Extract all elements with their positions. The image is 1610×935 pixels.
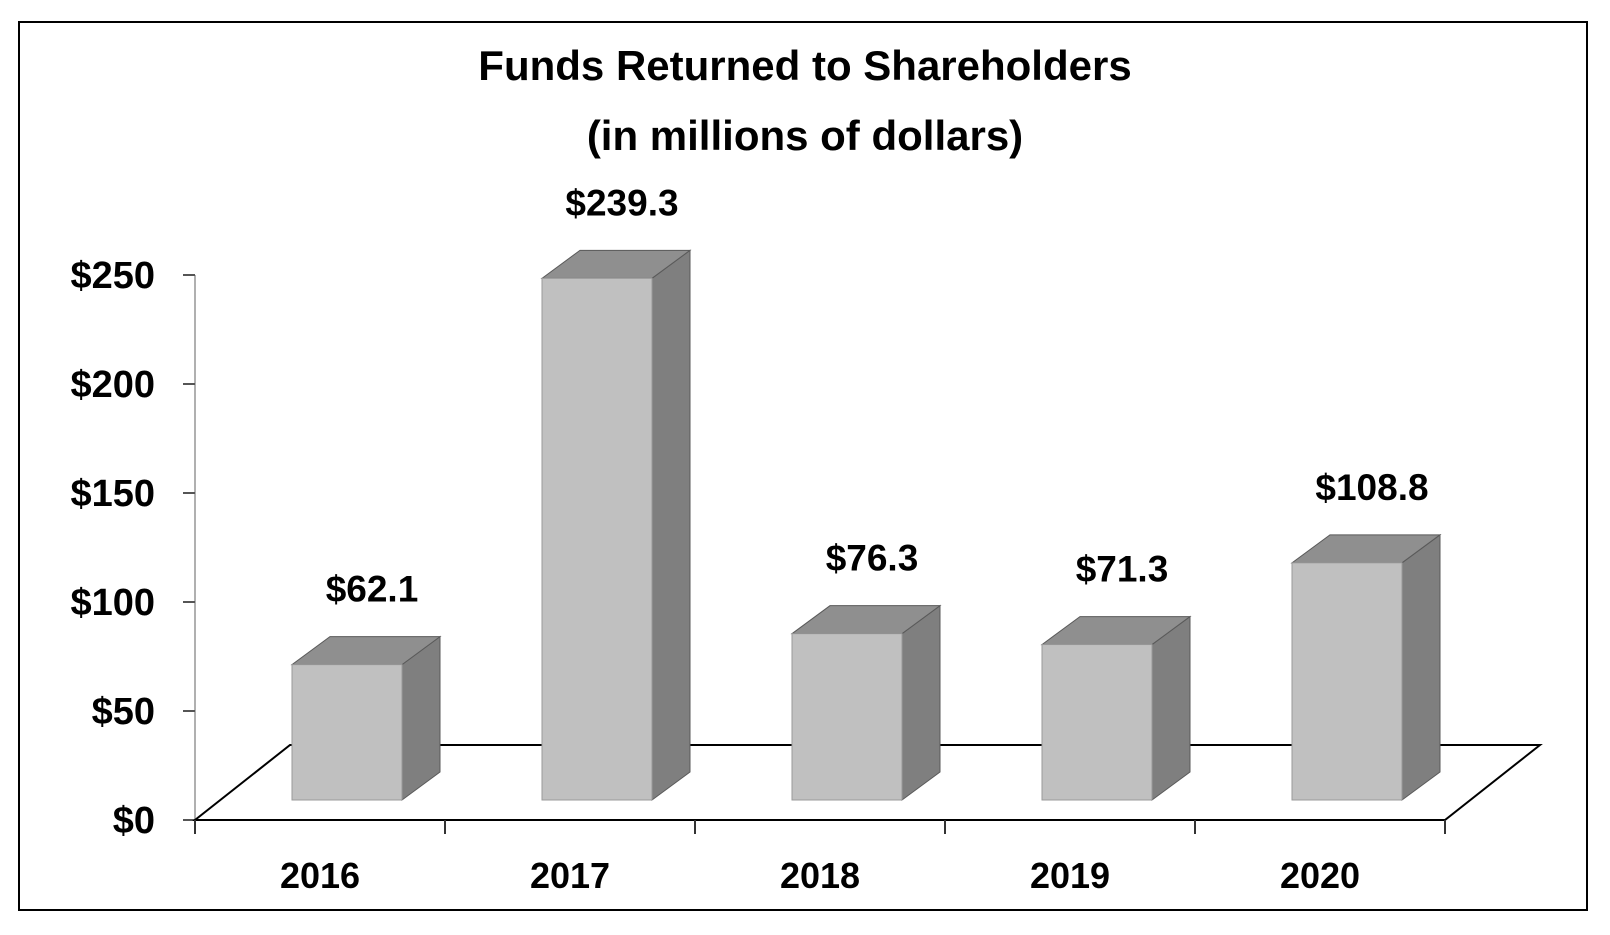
- bar-side-face: [401, 635, 441, 801]
- y-tick-label: $0: [113, 800, 155, 842]
- y-tick-label: $200: [70, 364, 155, 406]
- data-label: $239.3: [565, 182, 678, 223]
- y-tick-label: $250: [70, 255, 155, 297]
- bar-side-face: [1401, 533, 1441, 801]
- bar-front-face: [1041, 644, 1153, 801]
- bar-2018: [790, 604, 942, 801]
- bar-side-face: [901, 604, 941, 801]
- bar-side-face: [651, 249, 691, 801]
- bar-2017: [540, 249, 692, 801]
- data-label: $108.8: [1315, 467, 1428, 508]
- x-tick-label: 2017: [530, 855, 610, 896]
- bar-front-face: [791, 633, 903, 801]
- bar-side-face: [1151, 615, 1191, 801]
- y-tick-label: $50: [92, 691, 155, 733]
- bar-2016: [290, 635, 442, 801]
- x-tick-label: 2019: [1030, 855, 1110, 896]
- data-label: $62.1: [326, 569, 419, 610]
- bar-front-face: [291, 664, 403, 801]
- chart-title-line-1: Funds Returned to Shareholders: [478, 42, 1131, 89]
- x-tick-label: 2020: [1280, 855, 1360, 896]
- x-tick-label: 2018: [780, 855, 860, 896]
- data-label: $71.3: [1076, 549, 1169, 590]
- bar-front-face: [1291, 562, 1403, 801]
- y-tick-label: $100: [70, 582, 155, 624]
- labels: $62.1 2016 $239.3 2017 $76.3 2018 $71.3 2019 $10…: [280, 182, 1429, 896]
- axes: $0 $50 $100 $150 $200 $250: [70, 255, 196, 842]
- x-tick-label: 2016: [280, 855, 360, 896]
- bar-2020: [1290, 533, 1442, 801]
- chart-title-line-2: (in millions of dollars): [587, 112, 1023, 159]
- bars: [290, 249, 1442, 801]
- y-tick-label: $150: [70, 473, 155, 515]
- bar-front-face: [541, 277, 653, 801]
- bar-2019: [1040, 615, 1192, 801]
- data-label: $76.3: [826, 538, 919, 579]
